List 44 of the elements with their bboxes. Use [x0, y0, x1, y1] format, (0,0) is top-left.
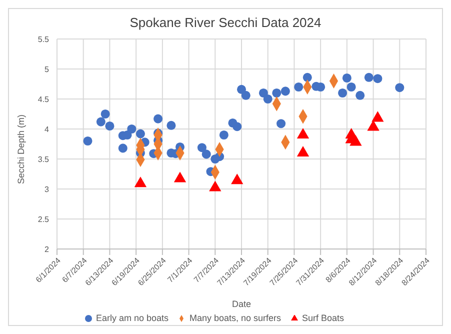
point: [395, 83, 404, 92]
point: [338, 88, 348, 98]
point: [302, 72, 312, 82]
point: [96, 117, 106, 126]
point: [118, 144, 128, 153]
point: [272, 88, 282, 98]
point: [166, 120, 176, 130]
legend-label: Surf Boats: [302, 313, 344, 323]
y-tick-label: 2.5: [38, 214, 50, 224]
y-tick-label: 3.5: [38, 154, 50, 164]
point: [83, 136, 92, 146]
point: [280, 86, 290, 96]
legend-label: Many boats, no surfers: [189, 313, 282, 323]
point: [258, 88, 268, 98]
point: [219, 130, 228, 140]
x-axis-title: Date: [232, 299, 252, 309]
point: [342, 73, 352, 83]
point: [236, 84, 246, 94]
point: [263, 94, 272, 104]
y-tick-label: 3: [44, 184, 50, 194]
point: [100, 109, 110, 119]
point: [105, 121, 114, 131]
point: [346, 82, 356, 92]
point: [127, 124, 136, 134]
y-tick-label: 4.5: [38, 94, 50, 104]
point: [136, 129, 145, 138]
y-tick-label: 5: [44, 64, 50, 74]
point: [276, 119, 286, 128]
point: [364, 72, 374, 82]
point: [356, 90, 365, 100]
y-axis-title: Secchi Depth (m): [16, 114, 26, 184]
point: [202, 150, 211, 159]
y-tick-label: 2: [44, 244, 50, 254]
point: [316, 82, 326, 92]
point: [294, 82, 304, 92]
point: [241, 90, 250, 100]
chart-title: Spokane River Secchi Data 2024: [128, 14, 322, 32]
point: [373, 74, 382, 84]
y-tick-label: 4: [44, 124, 50, 134]
point: [197, 143, 206, 152]
legend-label: Early am no boats: [96, 313, 168, 323]
y-tick-label: 5.5: [38, 34, 50, 44]
point: [154, 114, 163, 124]
point: [232, 122, 242, 132]
